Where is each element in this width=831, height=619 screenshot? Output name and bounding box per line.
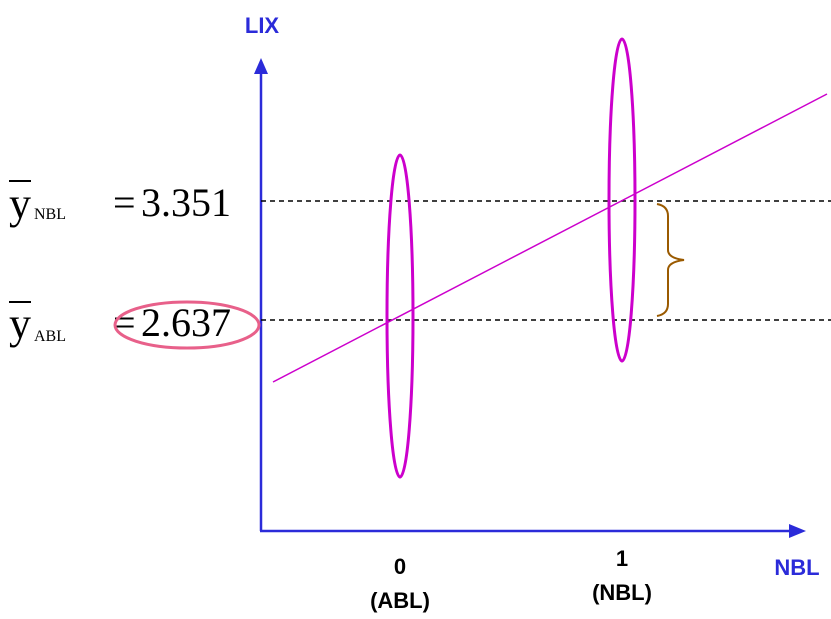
mean-abl-value: 2.637: [141, 300, 231, 345]
abl-value-highlight-circle: [113, 300, 261, 350]
nbl-group-ellipse: [607, 37, 637, 363]
mean-nbl-value: 3.351: [141, 180, 231, 225]
difference-brace: [656, 203, 685, 317]
mean-abl-symbol: y: [9, 299, 31, 348]
mean-nbl-equals: =: [113, 180, 136, 225]
mean-nbl-subscript: NBL: [34, 206, 66, 223]
regression-line: [272, 93, 828, 383]
tick-label-1: 1: [616, 546, 628, 571]
mean-nbl-symbol: y: [9, 179, 31, 228]
x-axis-title: NBL: [774, 555, 819, 580]
mean-abl-subscript: ABL: [34, 328, 66, 345]
tick-group-abl: (ABL): [370, 588, 430, 613]
tick-label-0: 0: [394, 554, 406, 579]
x-axis-arrowhead: [789, 524, 806, 538]
abl-group-ellipse: [385, 153, 415, 479]
tick-group-nbl: (NBL): [592, 580, 652, 605]
y-axis-arrowhead: [254, 58, 268, 74]
y-axis-title: LIX: [245, 13, 280, 38]
